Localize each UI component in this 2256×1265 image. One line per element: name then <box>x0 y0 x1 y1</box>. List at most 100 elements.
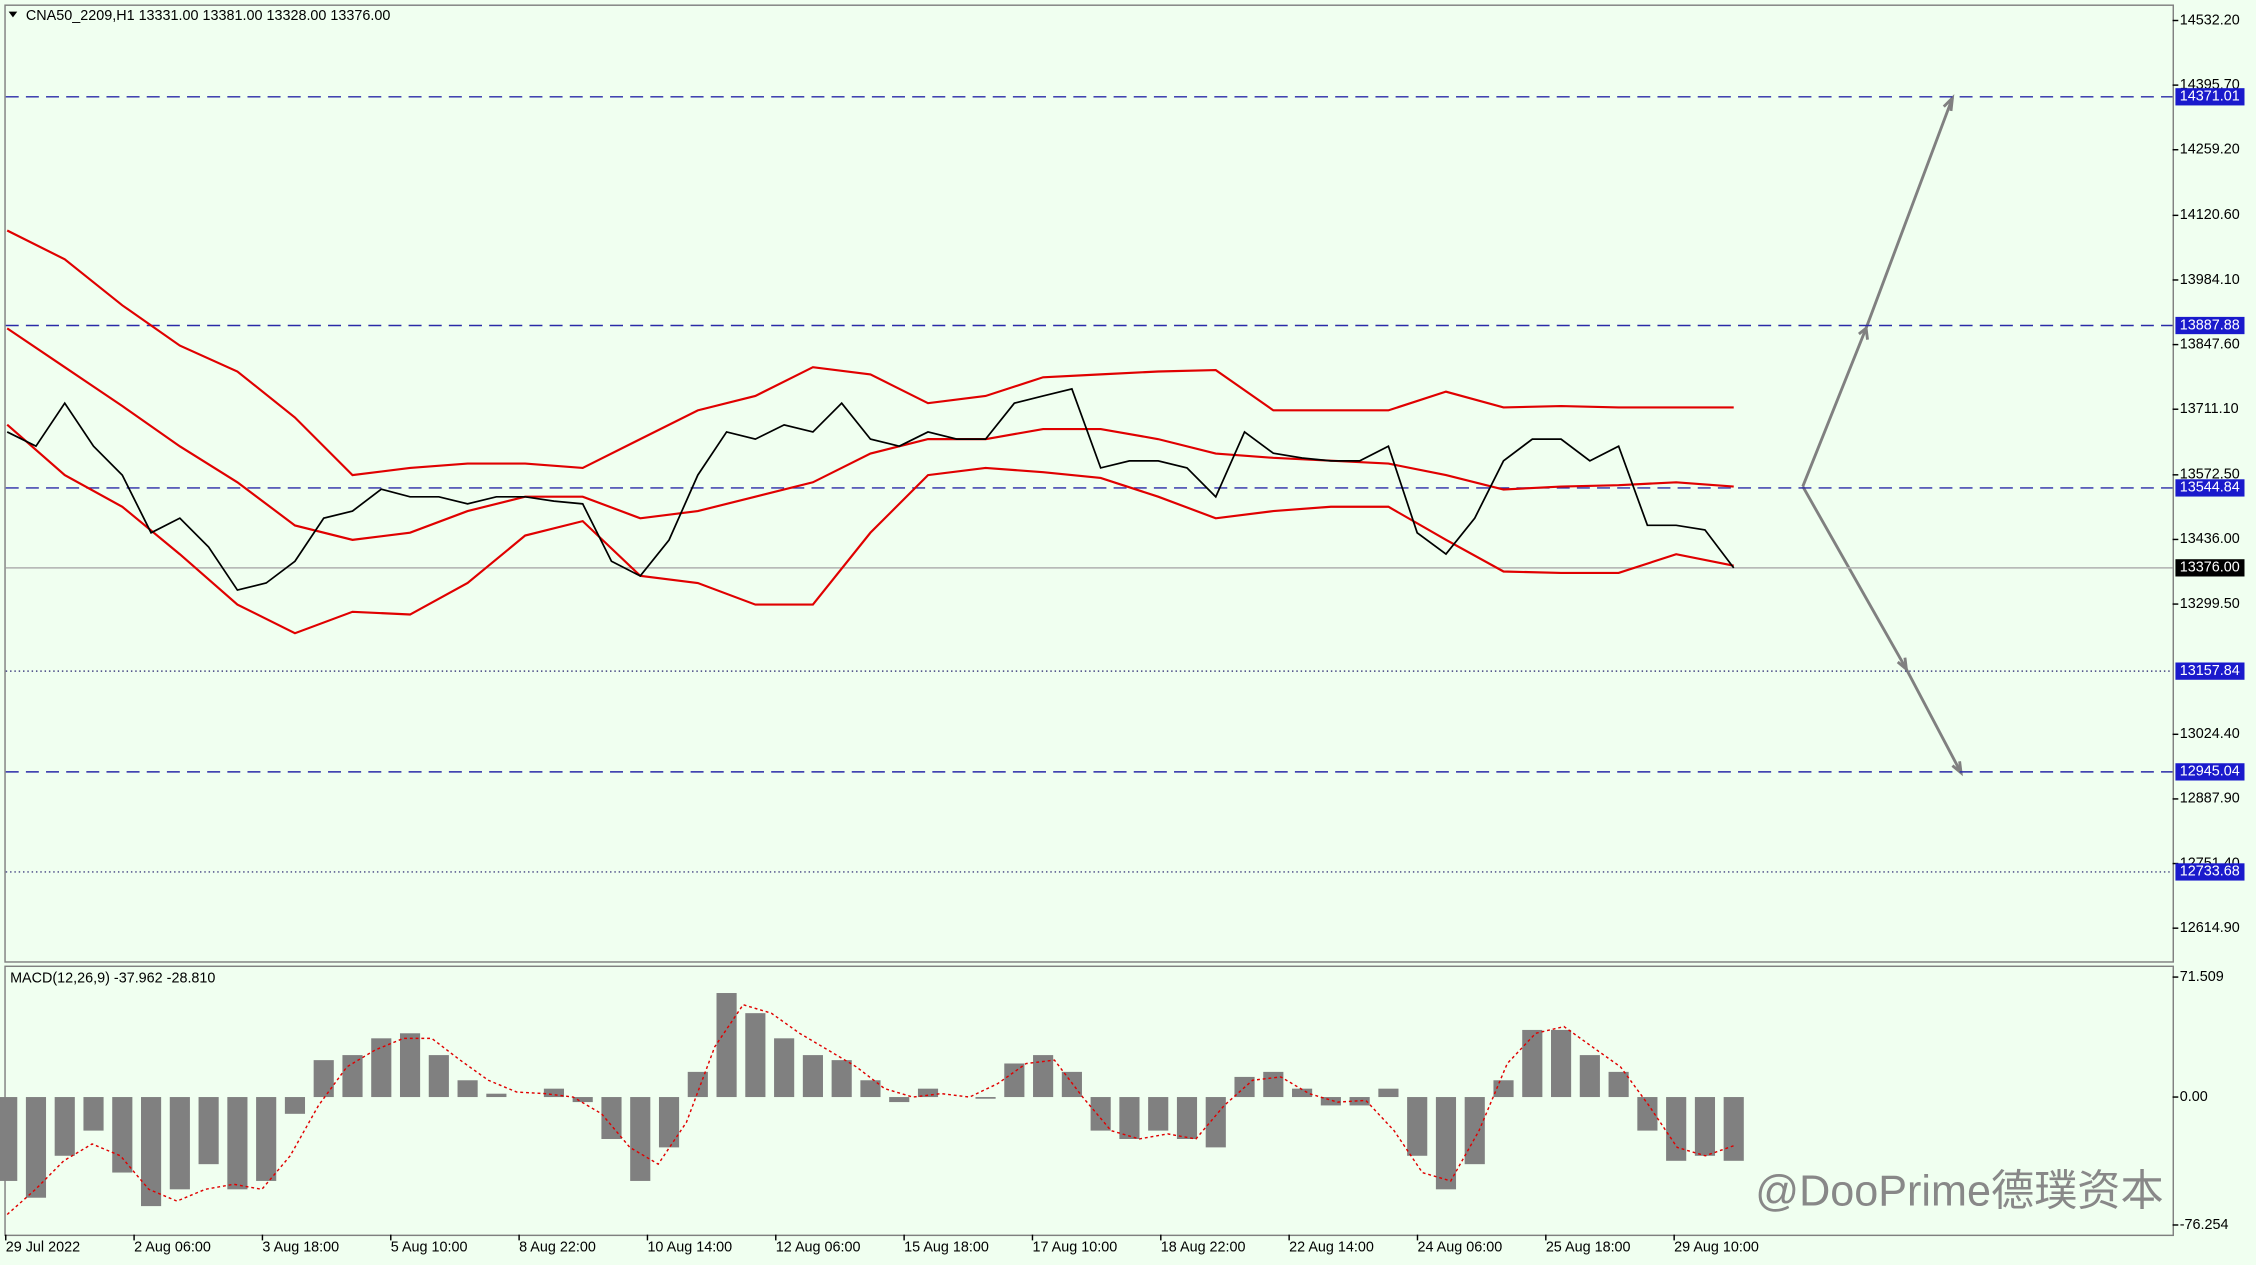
macd-bar <box>1464 1097 1485 1165</box>
x-tick-label: 29 Jul 2022 <box>6 1239 80 1255</box>
macd-bar <box>198 1097 219 1165</box>
macd-bar <box>831 1060 852 1098</box>
level-label: 12733.68 <box>2180 864 2240 880</box>
macd-bar <box>1176 1097 1198 1139</box>
macd-bar <box>1522 1029 1543 1098</box>
x-tick-label: 12 Aug 06:00 <box>776 1239 861 1255</box>
macd-bar <box>543 1088 564 1098</box>
y-tick-label: 12887.90 <box>2180 791 2240 807</box>
level-label: 13157.84 <box>2180 663 2240 679</box>
x-tick-label: 24 Aug 06:00 <box>1417 1239 1502 1255</box>
y-tick-label: 71.509 <box>2180 969 2224 985</box>
x-tick-label: 15 Aug 18:00 <box>904 1239 989 1255</box>
chart-header: CNA50_2209,H1 13331.00 13381.00 13328.00… <box>26 8 391 24</box>
macd-header: MACD(12,26,9) -37.962 -28.810 <box>10 970 215 986</box>
y-tick-label: 14120.60 <box>2180 207 2240 223</box>
macd-bar <box>572 1097 593 1103</box>
bollinger-upper <box>6 229 1734 477</box>
macd-bar <box>399 1033 421 1098</box>
y-tick-label: 13711.10 <box>2180 401 2239 417</box>
macd-bar <box>917 1088 939 1098</box>
macd-bar <box>486 1093 507 1098</box>
x-tick-label: 10 Aug 14:00 <box>647 1239 732 1255</box>
macd-bar <box>658 1097 680 1148</box>
macd-bar <box>745 1013 766 1098</box>
y-tick-label: 13984.10 <box>2180 272 2240 288</box>
macd-bar <box>371 1038 392 1098</box>
current-price-label: 13376.00 <box>2180 560 2240 576</box>
macd-bar <box>1033 1055 1054 1098</box>
macd-bar <box>1004 1063 1025 1098</box>
macd-bar <box>1061 1071 1082 1098</box>
arrowhead <box>1896 657 1909 673</box>
level-label-box <box>2175 88 2245 106</box>
y-tick-label: 12614.90 <box>2180 920 2240 936</box>
macd-bar <box>428 1055 449 1098</box>
macd-bar <box>54 1097 75 1156</box>
watermark: @DooPrime德璞资本 <box>1755 1168 2163 1216</box>
y-tick-label: 13572.50 <box>2180 467 2240 483</box>
level-label-box <box>2175 763 2245 781</box>
arrowhead <box>1942 94 1955 112</box>
macd-bar <box>227 1097 248 1190</box>
macd-bar <box>112 1097 133 1173</box>
macd-bar <box>0 1097 18 1181</box>
price-panel <box>4 4 2174 963</box>
macd-bar <box>1292 1088 1313 1098</box>
macd-bar <box>313 1060 334 1098</box>
macd-bar <box>25 1097 47 1198</box>
macd-bar <box>1205 1097 1226 1148</box>
level-label: 12945.04 <box>2180 764 2240 780</box>
level-label-box <box>2175 662 2245 680</box>
macd-bar <box>1407 1097 1428 1156</box>
y-tick-label: 13436.00 <box>2180 531 2240 547</box>
macd-bar <box>1119 1097 1140 1139</box>
y-tick-label: 13299.50 <box>2180 596 2240 612</box>
macd-bar <box>141 1097 162 1207</box>
y-tick-label: 14532.20 <box>2180 12 2240 28</box>
x-tick-label: 2 Aug 06:00 <box>134 1239 211 1255</box>
macd-bar <box>889 1097 910 1103</box>
x-tick-label: 25 Aug 18:00 <box>1546 1239 1631 1255</box>
level-label-box <box>2175 863 2245 881</box>
x-tick-label: 22 Aug 14:00 <box>1289 1239 1374 1255</box>
macd-bar <box>284 1097 306 1114</box>
macd-bar <box>1263 1071 1284 1098</box>
macd-bar <box>1435 1097 1457 1190</box>
y-tick-label: 13847.60 <box>2180 336 2240 352</box>
x-tick-label: 5 Aug 10:00 <box>391 1239 468 1255</box>
arrowhead <box>1951 761 1963 777</box>
macd-bar <box>169 1097 190 1190</box>
x-tick-label: 18 Aug 22:00 <box>1161 1239 1246 1255</box>
macd-bar <box>1637 1097 1658 1131</box>
macd-signal <box>6 1003 1734 1216</box>
macd-bar <box>802 1055 823 1098</box>
macd-bar <box>1493 1080 1514 1098</box>
level-label: 13887.88 <box>2180 317 2240 333</box>
x-tick-label: 29 Aug 10:00 <box>1674 1239 1759 1255</box>
y-tick-label: 13024.40 <box>2180 726 2240 742</box>
macd-bar <box>716 993 737 1098</box>
macd-bar <box>1349 1097 1370 1106</box>
level-label-box <box>2175 479 2245 497</box>
x-tick-label: 3 Aug 18:00 <box>262 1239 339 1255</box>
macd-bar <box>1378 1088 1399 1098</box>
x-tick-label: 17 Aug 10:00 <box>1032 1239 1117 1255</box>
macd-bar <box>975 1097 996 1099</box>
macd-bar <box>1148 1097 1169 1131</box>
macd-bar <box>1090 1097 1111 1131</box>
macd-bar <box>774 1038 795 1098</box>
macd-bar <box>457 1080 478 1098</box>
level-label: 13544.84 <box>2180 480 2240 496</box>
macd-bar <box>630 1097 651 1181</box>
y-tick-label: 0.00 <box>2180 1089 2208 1105</box>
collapse-icon[interactable] <box>8 11 18 18</box>
macd-bar <box>601 1097 622 1139</box>
macd-bar <box>1320 1097 1341 1106</box>
x-tick-label: 8 Aug 22:00 <box>519 1239 596 1255</box>
macd-bar <box>1694 1097 1716 1156</box>
macd-bar <box>1608 1071 1629 1098</box>
forecast-arrows <box>1801 94 1963 777</box>
